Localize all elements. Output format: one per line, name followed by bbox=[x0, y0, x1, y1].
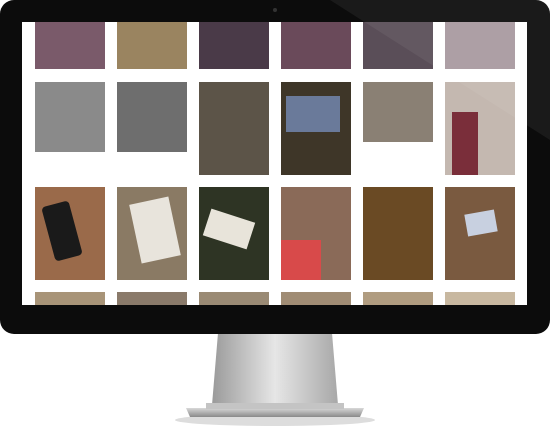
stand-joint bbox=[206, 403, 344, 409]
photo bbox=[281, 22, 351, 69]
photo bbox=[117, 22, 187, 69]
photo bbox=[35, 22, 105, 69]
photo-detail bbox=[129, 196, 181, 264]
photo bbox=[445, 22, 515, 69]
photo bbox=[363, 82, 433, 142]
photo bbox=[199, 292, 269, 305]
stand-neck bbox=[212, 333, 338, 405]
photo bbox=[445, 292, 515, 305]
photo-grid bbox=[35, 22, 515, 305]
photo bbox=[35, 292, 105, 305]
photo bbox=[35, 82, 105, 152]
photo-detail bbox=[452, 112, 478, 175]
photo bbox=[199, 82, 269, 175]
photo bbox=[117, 292, 187, 305]
photo-detail bbox=[202, 208, 256, 250]
stand-base bbox=[186, 408, 364, 417]
photo bbox=[117, 82, 187, 152]
photo bbox=[363, 187, 433, 280]
photo-detail bbox=[286, 96, 340, 132]
photo-detail bbox=[42, 201, 82, 261]
screen bbox=[22, 22, 527, 305]
screen-glare bbox=[330, 0, 550, 140]
photo bbox=[363, 292, 433, 305]
photo-detail bbox=[464, 209, 498, 237]
photo bbox=[281, 292, 351, 305]
photo-detail bbox=[281, 240, 321, 280]
camera bbox=[273, 8, 277, 12]
photo bbox=[199, 22, 269, 69]
photo bbox=[363, 22, 433, 69]
